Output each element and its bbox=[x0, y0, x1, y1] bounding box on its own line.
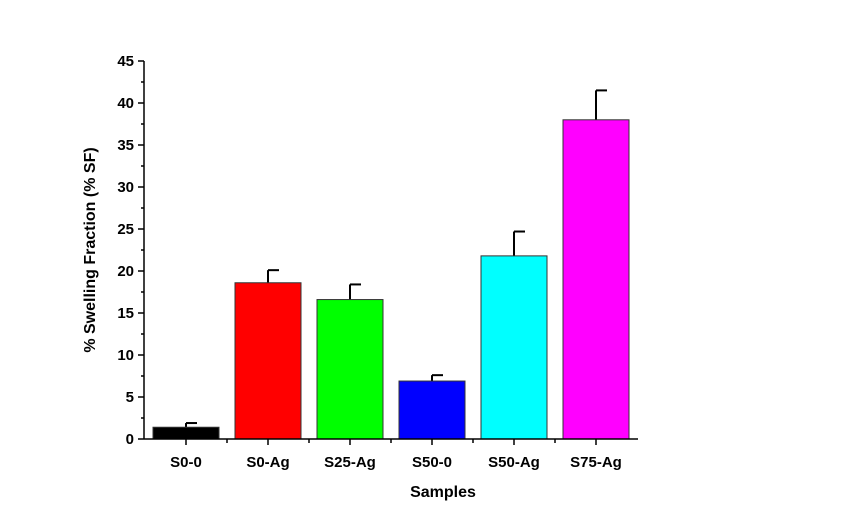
y-tick-label: 10 bbox=[117, 347, 134, 364]
x-tick-label: S0-0 bbox=[170, 454, 202, 471]
bar-S50-Ag bbox=[480, 255, 548, 440]
y-tick-label: 35 bbox=[117, 137, 134, 154]
x-tick-label: S25-Ag bbox=[324, 454, 376, 471]
x-tick-label: S75-Ag bbox=[570, 454, 622, 471]
y-tick-label: 30 bbox=[117, 179, 134, 196]
bar-S0-Ag bbox=[234, 282, 302, 440]
y-tick-label: 5 bbox=[126, 389, 134, 406]
axes-group: S0-0 S0-Ag S25-Ag S50-0 S50-Ag S75-Ag 0 5 10 15 20… bbox=[117, 53, 638, 471]
bars-group bbox=[152, 89, 630, 440]
y-tick-label: 20 bbox=[117, 263, 134, 280]
bar-S50-0 bbox=[398, 380, 466, 440]
x-tick-label: S0-Ag bbox=[246, 454, 289, 471]
x-tick-label: S50-0 bbox=[412, 454, 452, 471]
y-tick-label: 45 bbox=[117, 53, 134, 70]
y-tick-label: 25 bbox=[117, 221, 134, 238]
y-axis-label: % Swelling Fraction (% SF) bbox=[82, 147, 99, 352]
y-tick-label: 40 bbox=[117, 95, 134, 112]
y-tick-label: 15 bbox=[117, 305, 134, 322]
bar-S75-Ag bbox=[562, 119, 630, 440]
bar-S25-Ag bbox=[316, 299, 384, 440]
x-tick-label: S50-Ag bbox=[488, 454, 540, 471]
y-tick-label: 0 bbox=[126, 431, 134, 448]
bar-S0-0 bbox=[152, 426, 220, 440]
x-axis-label: Samples bbox=[410, 484, 476, 501]
